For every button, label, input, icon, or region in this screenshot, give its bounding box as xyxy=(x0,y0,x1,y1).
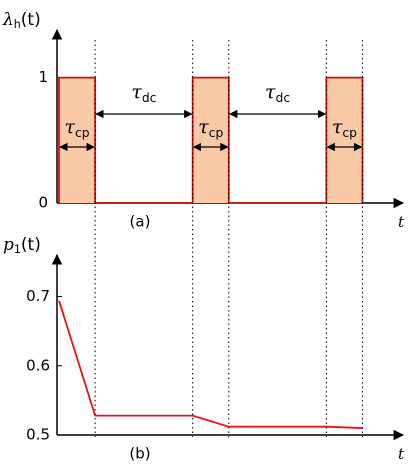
subscript: cp xyxy=(75,126,90,140)
symbol: τ xyxy=(332,116,343,138)
area xyxy=(59,77,363,203)
y-axis-label: λh(t) xyxy=(2,10,41,32)
y-tick-label: 1 xyxy=(38,68,48,86)
symbol: τ xyxy=(64,116,75,138)
x-axis-label: t xyxy=(398,213,405,231)
subscript: dc xyxy=(142,91,157,105)
subscript: cp xyxy=(342,126,357,140)
y-axis-label: p1(t) xyxy=(3,235,41,257)
x-axis-label: t xyxy=(398,445,405,463)
subscript: 1 xyxy=(14,243,21,256)
annotation: τdc xyxy=(265,81,290,105)
y-tick-label: 0.5 xyxy=(26,426,50,444)
line xyxy=(58,300,363,429)
caption: (a) xyxy=(130,213,151,231)
subscript: cp xyxy=(209,126,224,140)
symbol: τ xyxy=(265,81,276,103)
annotation: τcp xyxy=(198,116,223,140)
annotation: τdc xyxy=(131,81,156,105)
argument: (t) xyxy=(21,235,41,255)
annotation: τcp xyxy=(64,116,89,140)
y-tick-label: 0.6 xyxy=(26,356,50,374)
subscript: h xyxy=(14,18,21,31)
y-tick-label: 0.7 xyxy=(26,287,50,305)
step-line xyxy=(58,76,364,204)
argument: (t) xyxy=(21,10,41,30)
annotation: τcp xyxy=(332,116,357,140)
symbol: τ xyxy=(131,81,142,103)
caption: (b) xyxy=(129,445,150,463)
symbol: τ xyxy=(198,116,209,138)
symbol: λ xyxy=(2,10,14,30)
y-tick-label: 0 xyxy=(38,194,48,212)
symbol: p xyxy=(3,235,14,255)
subscript: dc xyxy=(276,91,291,105)
